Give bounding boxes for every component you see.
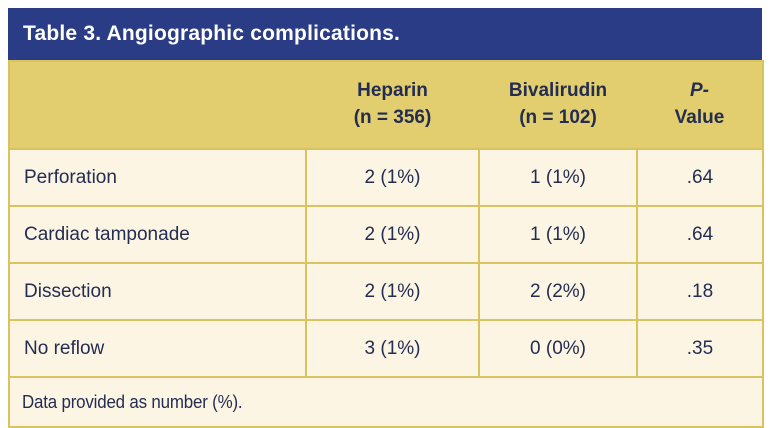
cell-heparin: 3 (1%) [305, 319, 480, 378]
col-header-heparin-n: (n = 356) [353, 107, 432, 128]
row-label: No reflow [8, 319, 307, 378]
table-row: Dissection 2 (1%) 2 (2%) .18 [8, 262, 764, 321]
col-header-empty [9, 61, 306, 149]
col-header-bivalirudin-name: Bivalirudin [508, 80, 608, 102]
angiographic-complications-table: Heparin (n = 356) Bivalirudin (n = 102) … [8, 60, 764, 428]
header-row: Heparin (n = 356) Bivalirudin (n = 102) … [9, 61, 763, 149]
table-row: No reflow 3 (1%) 0 (0%) .35 [8, 319, 764, 378]
cell-p-value: .64 [636, 205, 764, 264]
footnote-text: Data provided as number (%). [22, 391, 243, 412]
cell-bivalirudin: 0 (0%) [478, 319, 638, 378]
table-body: Perforation 2 (1%) 1 (1%) .64 Cardiac ta… [8, 148, 764, 378]
col-header-p: P- [690, 80, 709, 102]
cell-bivalirudin: 1 (1%) [478, 148, 638, 207]
cell-heparin: 2 (1%) [305, 148, 480, 207]
col-header-heparin: Heparin (n = 356) [306, 61, 479, 149]
col-header-heparin-name: Heparin [357, 80, 428, 102]
row-label: Perforation [8, 148, 307, 207]
row-label: Dissection [8, 262, 307, 321]
col-header-bivalirudin-n: (n = 102) [519, 107, 597, 128]
col-header-p-value: P- Value [637, 61, 763, 149]
table-header: Heparin (n = 356) Bivalirudin (n = 102) … [9, 61, 763, 149]
table-row: Cardiac tamponade 2 (1%) 1 (1%) .64 [8, 205, 764, 264]
col-header-bivalirudin: Bivalirudin (n = 102) [479, 61, 637, 149]
cell-p-value: .64 [636, 148, 764, 207]
table-title-bar: Table 3. Angiographic complications. [8, 8, 762, 60]
table-row: Perforation 2 (1%) 1 (1%) .64 [8, 148, 764, 207]
col-header-value: Value [674, 107, 725, 128]
footnote-row: Data provided as number (%). [8, 376, 764, 428]
table-title: Table 3. Angiographic complications. [23, 22, 401, 45]
cell-heparin: 2 (1%) [305, 262, 480, 321]
table-footer: Data provided as number (%). [8, 376, 764, 428]
cell-bivalirudin: 2 (2%) [478, 262, 638, 321]
cell-bivalirudin: 1 (1%) [478, 205, 638, 264]
row-label: Cardiac tamponade [8, 205, 307, 264]
cell-heparin: 2 (1%) [305, 205, 480, 264]
table-card: Table 3. Angiographic complications. Hep… [8, 8, 764, 428]
cell-p-value: .35 [636, 319, 764, 378]
cell-p-value: .18 [636, 262, 764, 321]
footnote-cell: Data provided as number (%). [8, 376, 764, 428]
